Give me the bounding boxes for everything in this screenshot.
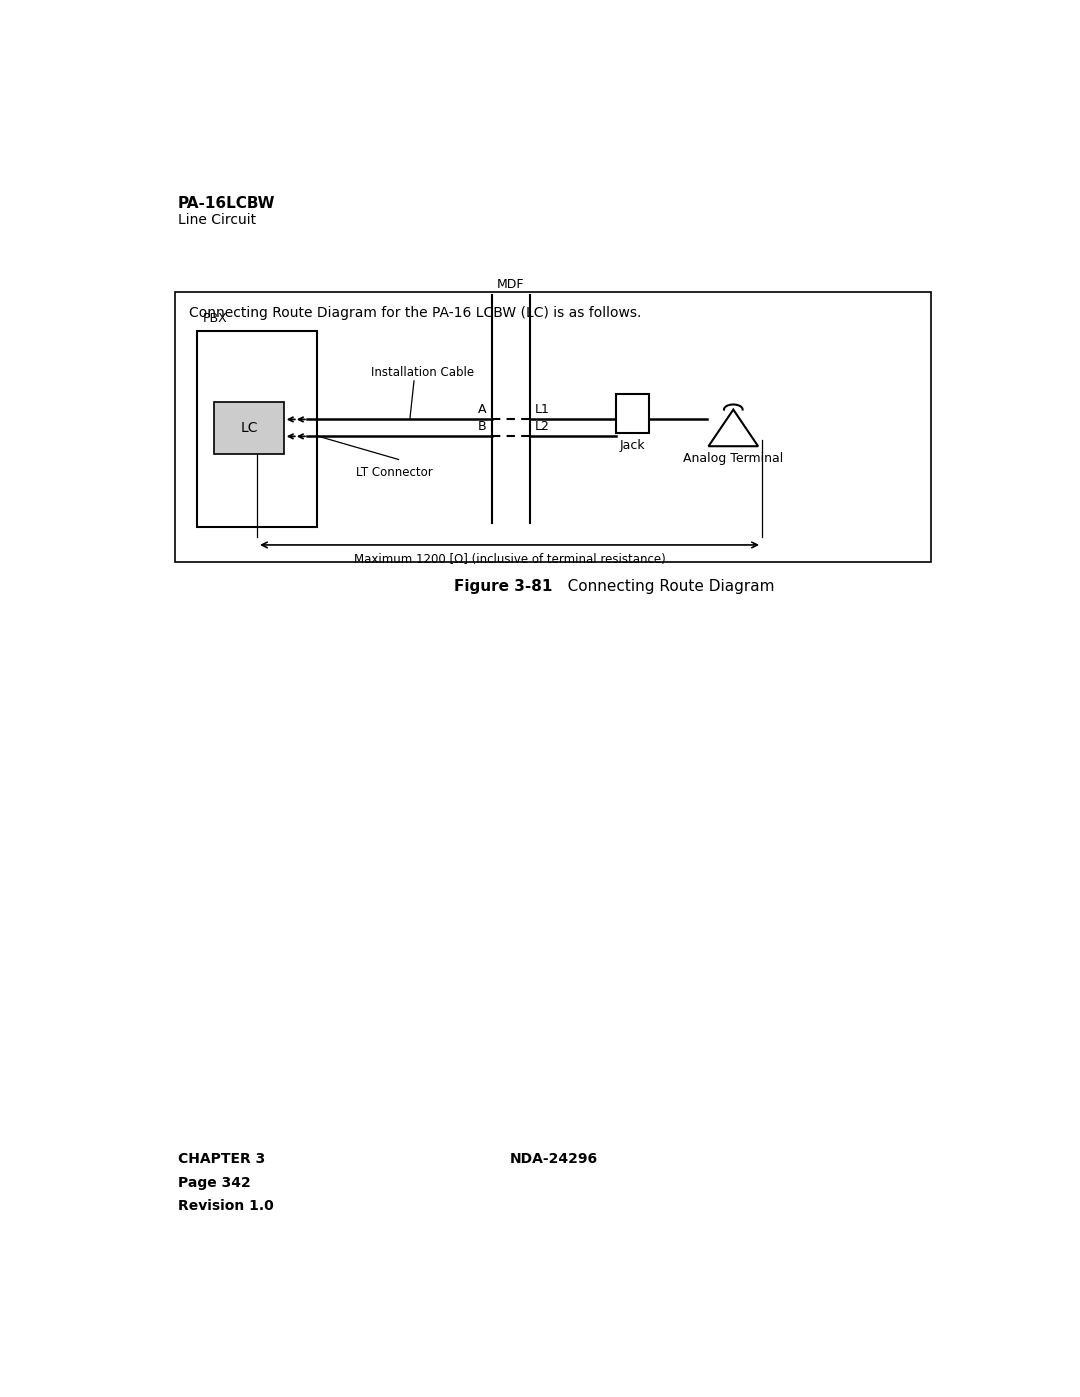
Text: L2: L2 [535,419,550,433]
Text: Connecting Route Diagram for the PA-16 LCBW (LC) is as follows.: Connecting Route Diagram for the PA-16 L… [189,306,642,320]
Text: PA-16LCBW: PA-16LCBW [177,196,275,211]
Bar [197,331,318,527]
Text: NDA-24296: NDA-24296 [510,1153,597,1166]
Bar [617,394,649,433]
Text: PBX: PBX [203,312,228,324]
Text: Page 342: Page 342 [177,1175,251,1190]
Text: LT Connector: LT Connector [356,465,433,479]
Text: LC: LC [240,420,258,434]
Polygon shape [708,409,758,446]
Text: B: B [477,419,486,433]
Text: Line Circuit: Line Circuit [177,214,256,228]
Text: Connecting Route Diagram: Connecting Route Diagram [553,578,774,594]
Bar [214,402,284,454]
Text: A: A [477,402,486,415]
Text: Analog Terminal: Analog Terminal [684,453,783,465]
Text: Figure 3-81: Figure 3-81 [455,578,553,594]
Text: Revision 1.0: Revision 1.0 [177,1199,273,1213]
Text: Jack: Jack [620,439,646,453]
Text: Installation Cable: Installation Cable [372,366,474,380]
Bar [175,292,931,562]
Text: L1: L1 [535,402,550,415]
Text: CHAPTER 3: CHAPTER 3 [177,1153,265,1166]
Text: Maximum 1200 [Ω] (inclusive of terminal resistance): Maximum 1200 [Ω] (inclusive of terminal … [353,553,665,566]
Text: MDF: MDF [497,278,525,291]
